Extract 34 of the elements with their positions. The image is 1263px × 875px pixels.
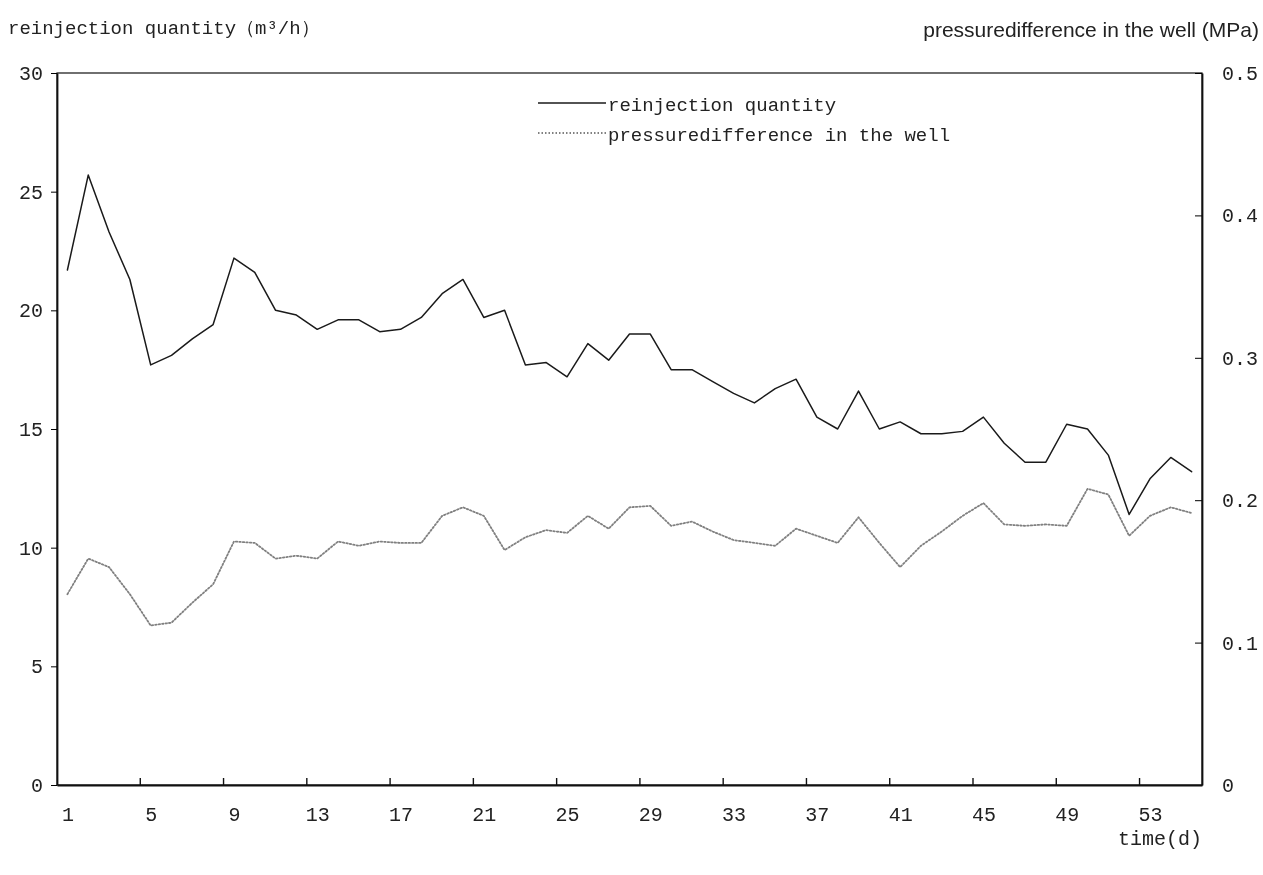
y-tick-label: 5: [30, 656, 43, 680]
x-tick-label: 45: [971, 804, 996, 828]
legend-label: pressuredifference in the well: [608, 125, 951, 147]
x-axis-title: time(d): [1117, 828, 1202, 851]
x-tick-label: 13: [305, 804, 330, 828]
y-tick-label: 30: [18, 62, 43, 86]
x-tick-label: 25: [555, 804, 580, 828]
y2-tick-label: 0.1: [1222, 632, 1259, 656]
line-series: [66, 487, 1193, 627]
x-tick-label: 9: [228, 804, 241, 828]
line-series: [66, 174, 1193, 516]
x-tick-label: 1: [61, 804, 74, 828]
y-tick-label: 0: [30, 774, 43, 798]
x-tick-label: 17: [388, 804, 414, 828]
y2-tick-label: 0: [1222, 774, 1235, 798]
legend-label: reinjection quantity: [608, 95, 837, 117]
y2-tick-label: 0.5: [1222, 62, 1259, 86]
x-tick-label: 21: [472, 804, 497, 828]
x-tick-label: 53: [1138, 804, 1163, 828]
y2-axis-title: pressuredifference in the well (MPa): [923, 18, 1259, 41]
x-tick-label: 41: [888, 804, 913, 828]
x-tick-label: 5: [145, 804, 158, 828]
x-tick-label: 49: [1055, 804, 1080, 828]
y2-tick-label: 0.4: [1222, 205, 1259, 229]
y-tick-label: 20: [18, 300, 43, 324]
x-tick-label: 33: [722, 804, 747, 828]
y2-tick-label: 0.3: [1222, 347, 1259, 371]
x-tick-label: 37: [805, 804, 830, 828]
y-axis-title: reinjection quantity（m³/h）: [8, 18, 320, 40]
y-tick-label: 15: [18, 418, 43, 442]
y2-tick-label: 0.2: [1222, 490, 1259, 514]
y-tick-label: 25: [18, 181, 43, 205]
x-tick-label: 29: [638, 804, 663, 828]
y-tick-label: 10: [18, 537, 43, 561]
